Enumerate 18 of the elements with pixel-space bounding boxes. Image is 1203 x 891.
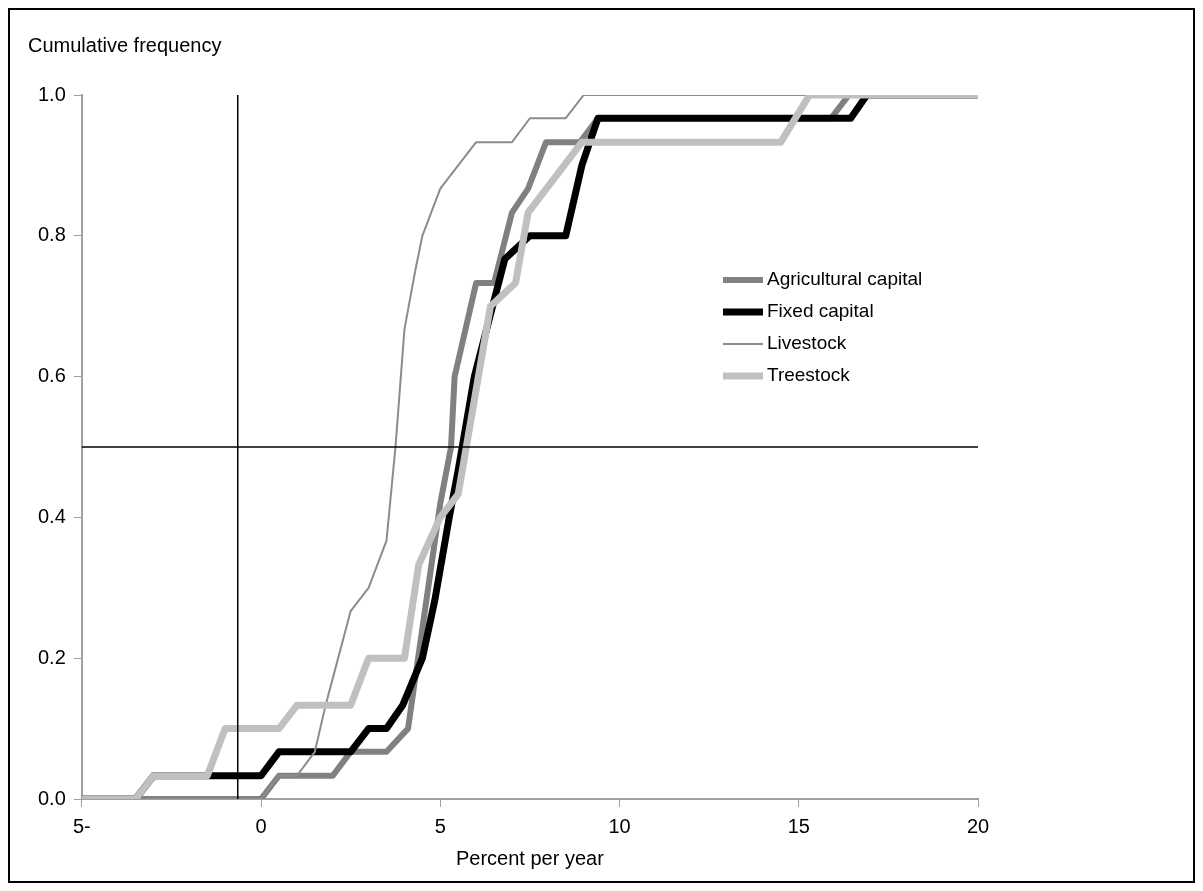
x-tick-label: 15 xyxy=(787,814,810,837)
x-axis-title: Percent per year xyxy=(455,846,605,869)
legend-label: Treestock xyxy=(767,364,851,386)
y-axis-title: Cumulative frequency xyxy=(28,34,222,56)
x-tick-label: 5 xyxy=(434,814,446,837)
x-tick-label: 0 xyxy=(255,814,267,837)
x-tick-label: 10 xyxy=(608,814,631,837)
legend-label: Fixed capital xyxy=(767,300,874,322)
y-tick-label: 0.2 xyxy=(37,645,66,668)
legend-label: Livestock xyxy=(767,332,847,354)
x-tick-label: 20 xyxy=(966,814,990,837)
y-tick-label: 0.4 xyxy=(37,504,66,527)
y-tick-label: 0.6 xyxy=(37,364,66,387)
y-tick-label: 0.0 xyxy=(37,786,66,809)
y-tick-label: 1.0 xyxy=(37,82,66,105)
legend-label: Agricultural capital xyxy=(767,268,923,290)
y-tick-label: 0.8 xyxy=(37,223,66,246)
x-tick-label: 5- xyxy=(72,814,91,837)
